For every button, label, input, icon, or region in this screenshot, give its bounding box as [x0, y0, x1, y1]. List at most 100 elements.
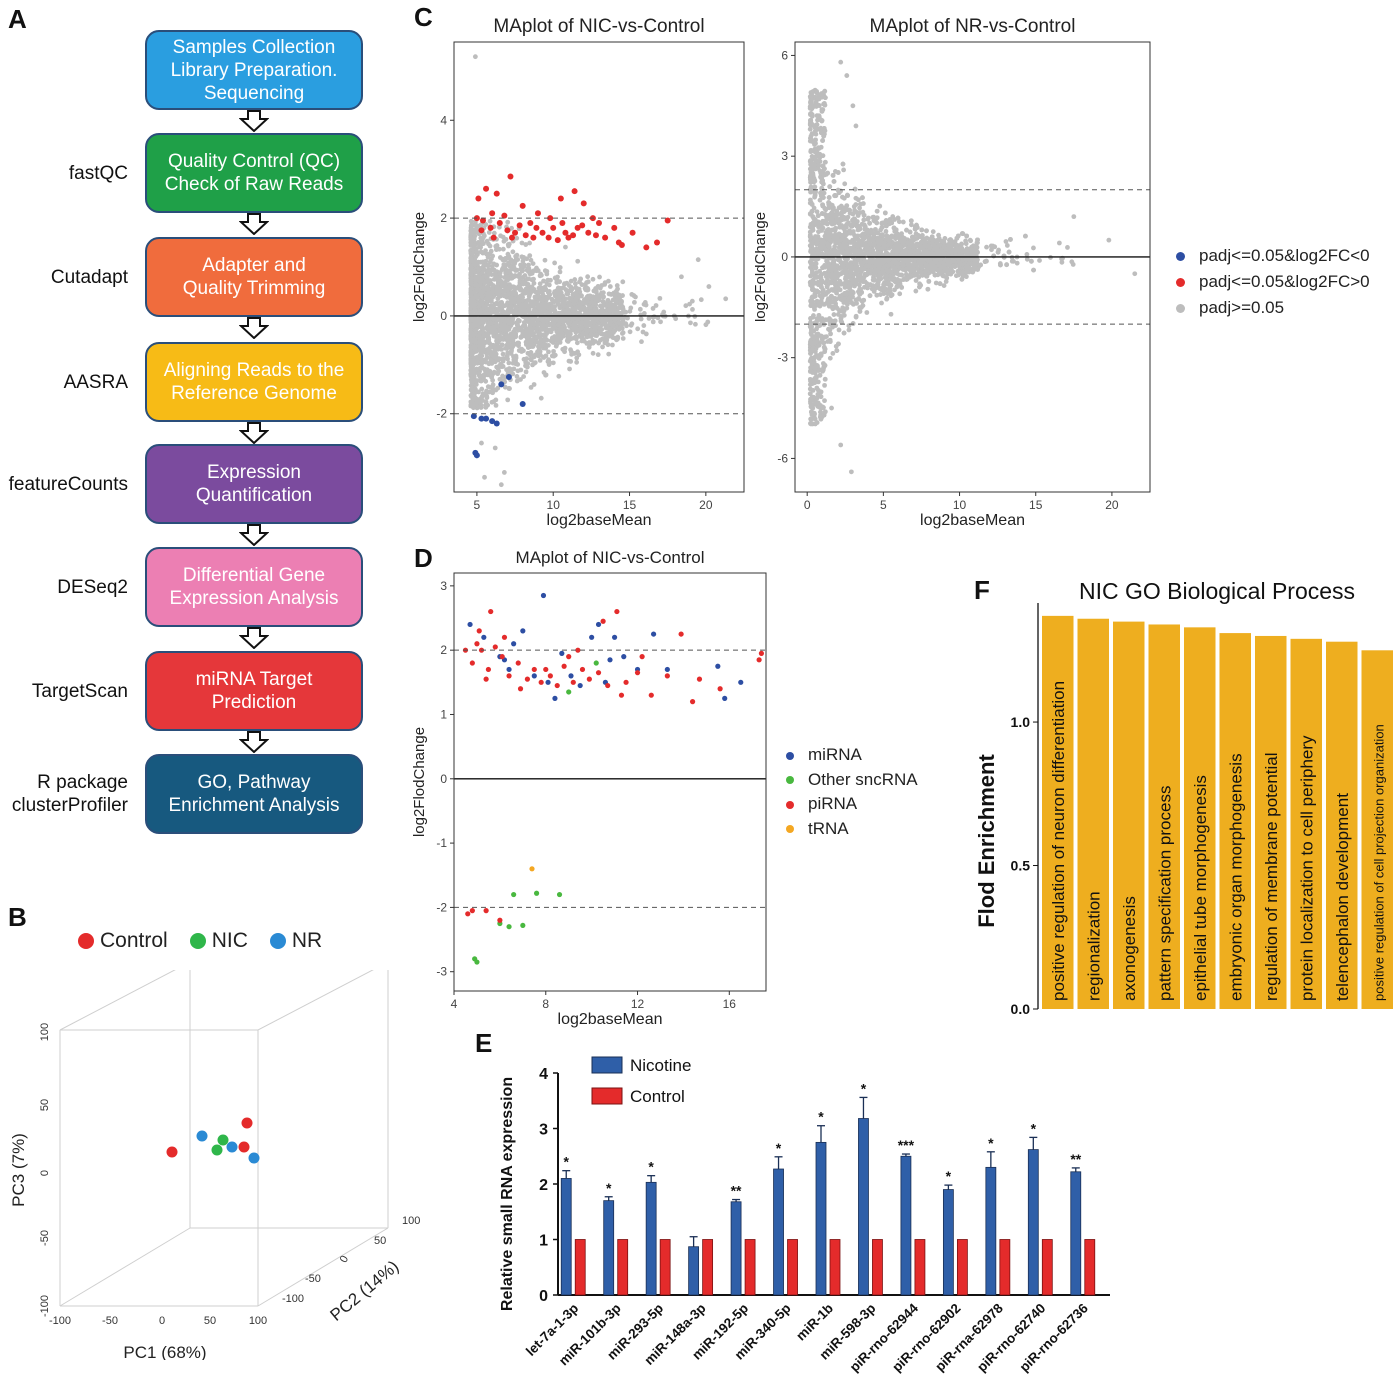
point-ns	[490, 253, 496, 259]
point-ns	[473, 328, 479, 333]
point-ns	[530, 299, 536, 305]
point-ns	[496, 307, 502, 312]
point-up	[559, 219, 566, 226]
point-ns	[883, 228, 889, 234]
point-up	[654, 239, 660, 246]
point-ns	[479, 337, 484, 342]
flow-step-8: GO, Pathway Enrichment Analysis	[145, 754, 363, 834]
point-ns	[564, 304, 570, 310]
point-up	[545, 234, 552, 241]
x-tick-label: 5	[474, 498, 481, 512]
point-ns	[489, 374, 494, 380]
point-ns	[469, 275, 474, 281]
point-ns	[468, 218, 474, 224]
point-down	[470, 413, 477, 420]
point-ns	[542, 257, 548, 263]
flow-step-7: miRNA Target Prediction	[145, 651, 363, 731]
point-ns	[620, 293, 625, 298]
point-ns	[524, 339, 530, 345]
point-up	[504, 227, 511, 234]
point-ns	[653, 303, 659, 308]
point-ns	[658, 319, 663, 325]
y-tick-label: 0	[440, 309, 447, 323]
point-ns	[605, 331, 611, 337]
point-ns	[610, 323, 616, 329]
point-ns	[855, 233, 861, 239]
pca-xtick: 50	[204, 1315, 216, 1327]
point-ns	[655, 315, 661, 321]
point-ns	[1070, 262, 1076, 267]
pca-point-nr	[196, 1130, 208, 1142]
point-up	[496, 219, 503, 226]
flow-tool-line: clusterProfiler	[11, 795, 128, 816]
point-up	[507, 173, 514, 180]
point-ns	[527, 253, 533, 259]
point-ns	[480, 250, 486, 256]
pca-point-nic	[217, 1134, 229, 1146]
point-ns	[618, 300, 624, 305]
point-ns	[888, 311, 894, 317]
pca-ytick: -100	[39, 1295, 51, 1317]
down-arrow-shape	[239, 110, 269, 132]
point-ns	[515, 340, 520, 346]
point-ns	[836, 327, 842, 333]
point-ns	[489, 267, 495, 273]
pca-ztick: -50	[305, 1273, 321, 1285]
point-ns	[617, 321, 623, 327]
pca-point-nr	[248, 1152, 260, 1164]
point-ns	[822, 382, 827, 388]
point-ns	[535, 310, 541, 316]
pca-legend-control: Control	[78, 929, 168, 953]
pca-point-nic	[211, 1144, 223, 1156]
point-ns	[487, 259, 493, 265]
point-ns	[963, 269, 969, 275]
point-ns	[620, 279, 626, 285]
point-up	[615, 239, 622, 246]
point-ns	[510, 249, 516, 255]
point-ns	[584, 311, 590, 317]
point-ns	[531, 343, 536, 348]
point-ns	[481, 233, 487, 239]
point-down	[483, 415, 490, 422]
flow-step-line: Library Preparation.	[170, 59, 338, 81]
point-ns	[583, 331, 589, 336]
point-ns	[577, 289, 583, 295]
y-tick-label: 2	[440, 211, 447, 225]
point-ns	[585, 274, 591, 280]
flow-step-6: Differential Gene Expression Analysis	[145, 547, 363, 627]
point-down	[478, 415, 485, 422]
point-up	[487, 224, 494, 231]
down-arrow-icon	[239, 110, 269, 132]
flow-step-line: Adapter and	[202, 255, 306, 276]
panel-letter-b: B	[8, 902, 27, 932]
pca-point-control	[166, 1146, 178, 1158]
pca-xtick: 0	[159, 1315, 165, 1327]
pca-xtick: -50	[102, 1315, 118, 1327]
point-ns	[495, 291, 501, 297]
point-ns	[695, 257, 701, 263]
point-ns	[490, 309, 496, 315]
point-ns	[503, 345, 508, 351]
point-ns	[517, 271, 522, 277]
point-ns	[472, 305, 477, 311]
point-ns	[506, 360, 512, 366]
flow-step-2: Quality Control (QC) Check of Raw Reads	[145, 133, 363, 213]
point-ns	[468, 317, 474, 323]
point-ns	[841, 167, 847, 173]
point-ns	[968, 238, 974, 244]
point-ns	[481, 266, 487, 272]
point-ns	[545, 290, 551, 295]
point-ns	[844, 301, 850, 307]
point-ns	[575, 258, 581, 264]
point-up	[478, 227, 485, 234]
point-ns	[650, 319, 656, 325]
point-up	[527, 219, 534, 226]
point-ns	[568, 359, 574, 364]
point-ns	[513, 332, 518, 338]
flow-step-1: Samples Collection Library Preparation. Se…	[145, 30, 363, 110]
point-ns	[585, 299, 590, 305]
pca-legend-nr: NR	[269, 929, 322, 953]
point-up	[550, 224, 557, 231]
point-ns	[544, 271, 550, 277]
